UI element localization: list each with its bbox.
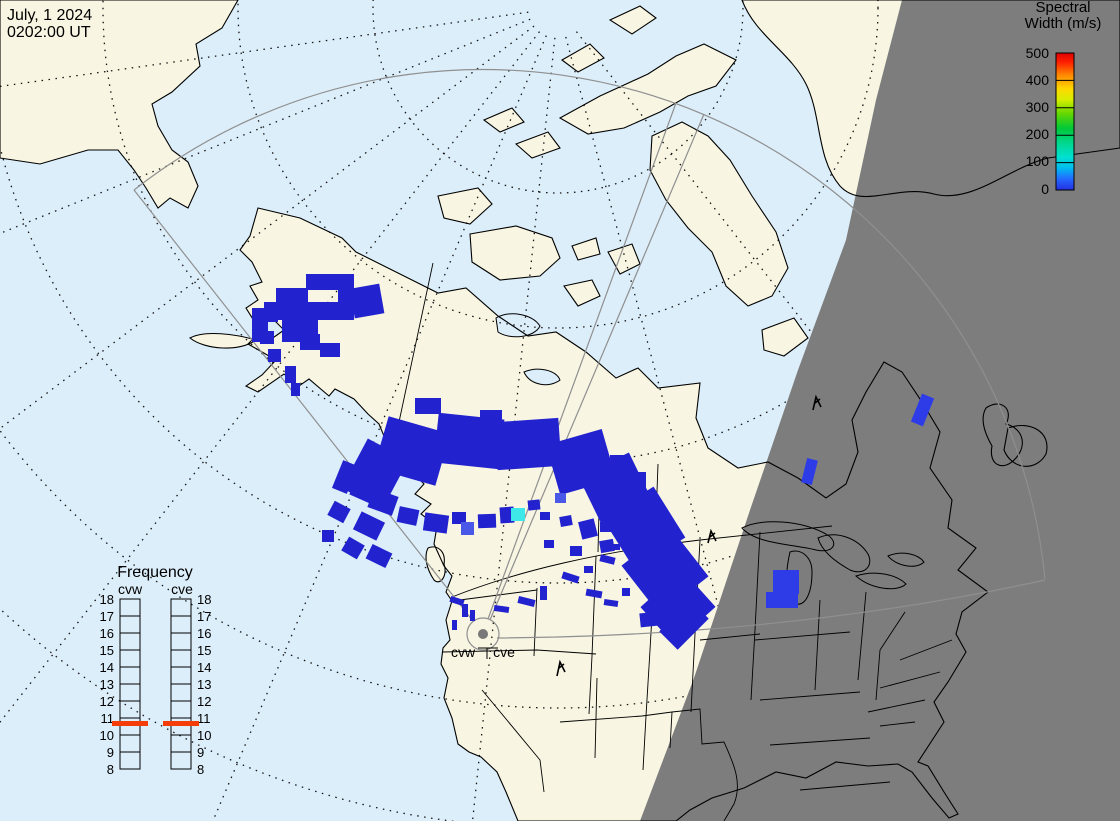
radar-echo-cell — [528, 499, 541, 510]
legend-tick-0: 0 — [1041, 181, 1049, 197]
legend-tick-300: 300 — [1026, 99, 1050, 115]
frequency-col-cve: cve — [171, 581, 193, 597]
radar-echo-cell — [540, 512, 550, 520]
radar-echo-cell — [300, 334, 320, 350]
radar-echo-cell — [462, 604, 468, 617]
legend-title-line2: Width (m/s) — [1025, 15, 1102, 32]
frequency-marker — [163, 721, 199, 726]
frequency-scale-label: 16 — [197, 626, 211, 641]
frequency-scale-label: 16 — [100, 626, 114, 641]
frequency-scale-label: 14 — [197, 660, 211, 675]
radar-echo-cell — [600, 522, 612, 532]
radar-echo-cell — [612, 544, 620, 550]
radar-echo-cell — [598, 468, 610, 484]
map-canvas: cvw cve July, 1 2024 0202:00 UT Spectral… — [0, 0, 1120, 821]
frequency-scale-label: 10 — [197, 728, 211, 743]
radar-echo-cell — [555, 493, 566, 503]
radar-echo-cell — [478, 514, 496, 529]
radar-echo-cell — [320, 343, 340, 357]
radar-echo-cell — [511, 508, 525, 521]
radar-echo-cell — [338, 282, 354, 320]
radar-echo-cell — [584, 566, 593, 573]
frequency-scale-label: 11 — [197, 711, 211, 726]
radar-echo-cell — [260, 331, 274, 344]
radar-echo-cell — [264, 302, 278, 322]
frequency-scale-label: 17 — [100, 609, 114, 624]
radar-echo-cell — [540, 586, 547, 600]
radar-echo-cell — [773, 570, 799, 594]
radar-echo-cell — [276, 288, 308, 320]
frequency-scale-label: 15 — [100, 643, 114, 658]
radar-echo-cell — [626, 500, 646, 524]
frequency-scale-label: 14 — [100, 660, 114, 675]
frequency-scale-label: 9 — [107, 745, 114, 760]
frequency-scale-label: 8 — [197, 762, 204, 777]
frequency-scale-label: 13 — [100, 677, 114, 692]
radar-echo-cell — [322, 530, 334, 542]
site-label-cve: cve — [493, 644, 515, 660]
frequency-scale-label: 12 — [197, 694, 211, 709]
radar-echo-cell — [285, 366, 296, 383]
legend-colorbar — [1056, 53, 1074, 190]
radar-echo-cell — [415, 398, 441, 414]
radar-echo-cell — [480, 410, 502, 420]
frequency-scale-label: 12 — [100, 694, 114, 709]
radar-echo-cell — [559, 515, 573, 527]
legend-tick-100: 100 — [1026, 153, 1050, 169]
time-text: 0202:00 UT — [7, 24, 91, 41]
legend-tick-400: 400 — [1026, 72, 1050, 88]
radar-echo-cell — [470, 610, 475, 621]
frequency-scale-label: 11 — [101, 711, 115, 726]
superdarn-map-display: cvw cve July, 1 2024 0202:00 UT Spectral… — [0, 0, 1120, 821]
radar-echo-cell — [455, 432, 473, 444]
frequency-col-cvw: cvw — [118, 581, 143, 597]
radar-echo-cell — [780, 594, 798, 608]
frequency-scale-label: 8 — [107, 762, 114, 777]
radar-echo-cell — [350, 284, 385, 319]
radar-echo-cell — [678, 584, 691, 606]
radar-echo-cell — [570, 546, 582, 556]
radar-echo-cell — [674, 554, 686, 572]
radar-echo-cell — [461, 522, 474, 535]
frequency-scale-label: 13 — [197, 677, 211, 692]
timestamp: July, 1 2024 0202:00 UT — [7, 7, 92, 41]
legend-tick-500: 500 — [1026, 45, 1050, 61]
radar-echo-cell — [423, 512, 449, 533]
radar-echo-cell — [645, 514, 658, 527]
radar-echo-cell — [544, 540, 554, 548]
radar-echo-cell — [268, 349, 281, 362]
radar-echo-cell — [452, 620, 457, 630]
frequency-title: Frequency — [117, 564, 193, 581]
frequency-scale-label: 18 — [100, 592, 114, 607]
radar-echo-cell — [622, 588, 630, 596]
frequency-marker — [112, 721, 148, 726]
legend-tick-200: 200 — [1026, 126, 1050, 142]
site-label-cvw: cvw — [451, 644, 476, 660]
radar-echo-cell — [655, 548, 671, 568]
radar-echo-cell — [291, 383, 300, 396]
legend-title-line1: Spectral — [1035, 0, 1090, 16]
frequency-scale-label: 18 — [197, 592, 211, 607]
frequency-scale-label: 9 — [197, 745, 204, 760]
radar-echo-cell — [658, 580, 671, 593]
frequency-scale-label: 17 — [197, 609, 211, 624]
frequency-scale-label: 15 — [197, 643, 211, 658]
date-text: July, 1 2024 — [7, 7, 92, 24]
frequency-scale-label: 10 — [100, 728, 114, 743]
radar-echo-cell — [639, 611, 668, 628]
radar-site-dot — [478, 629, 488, 639]
